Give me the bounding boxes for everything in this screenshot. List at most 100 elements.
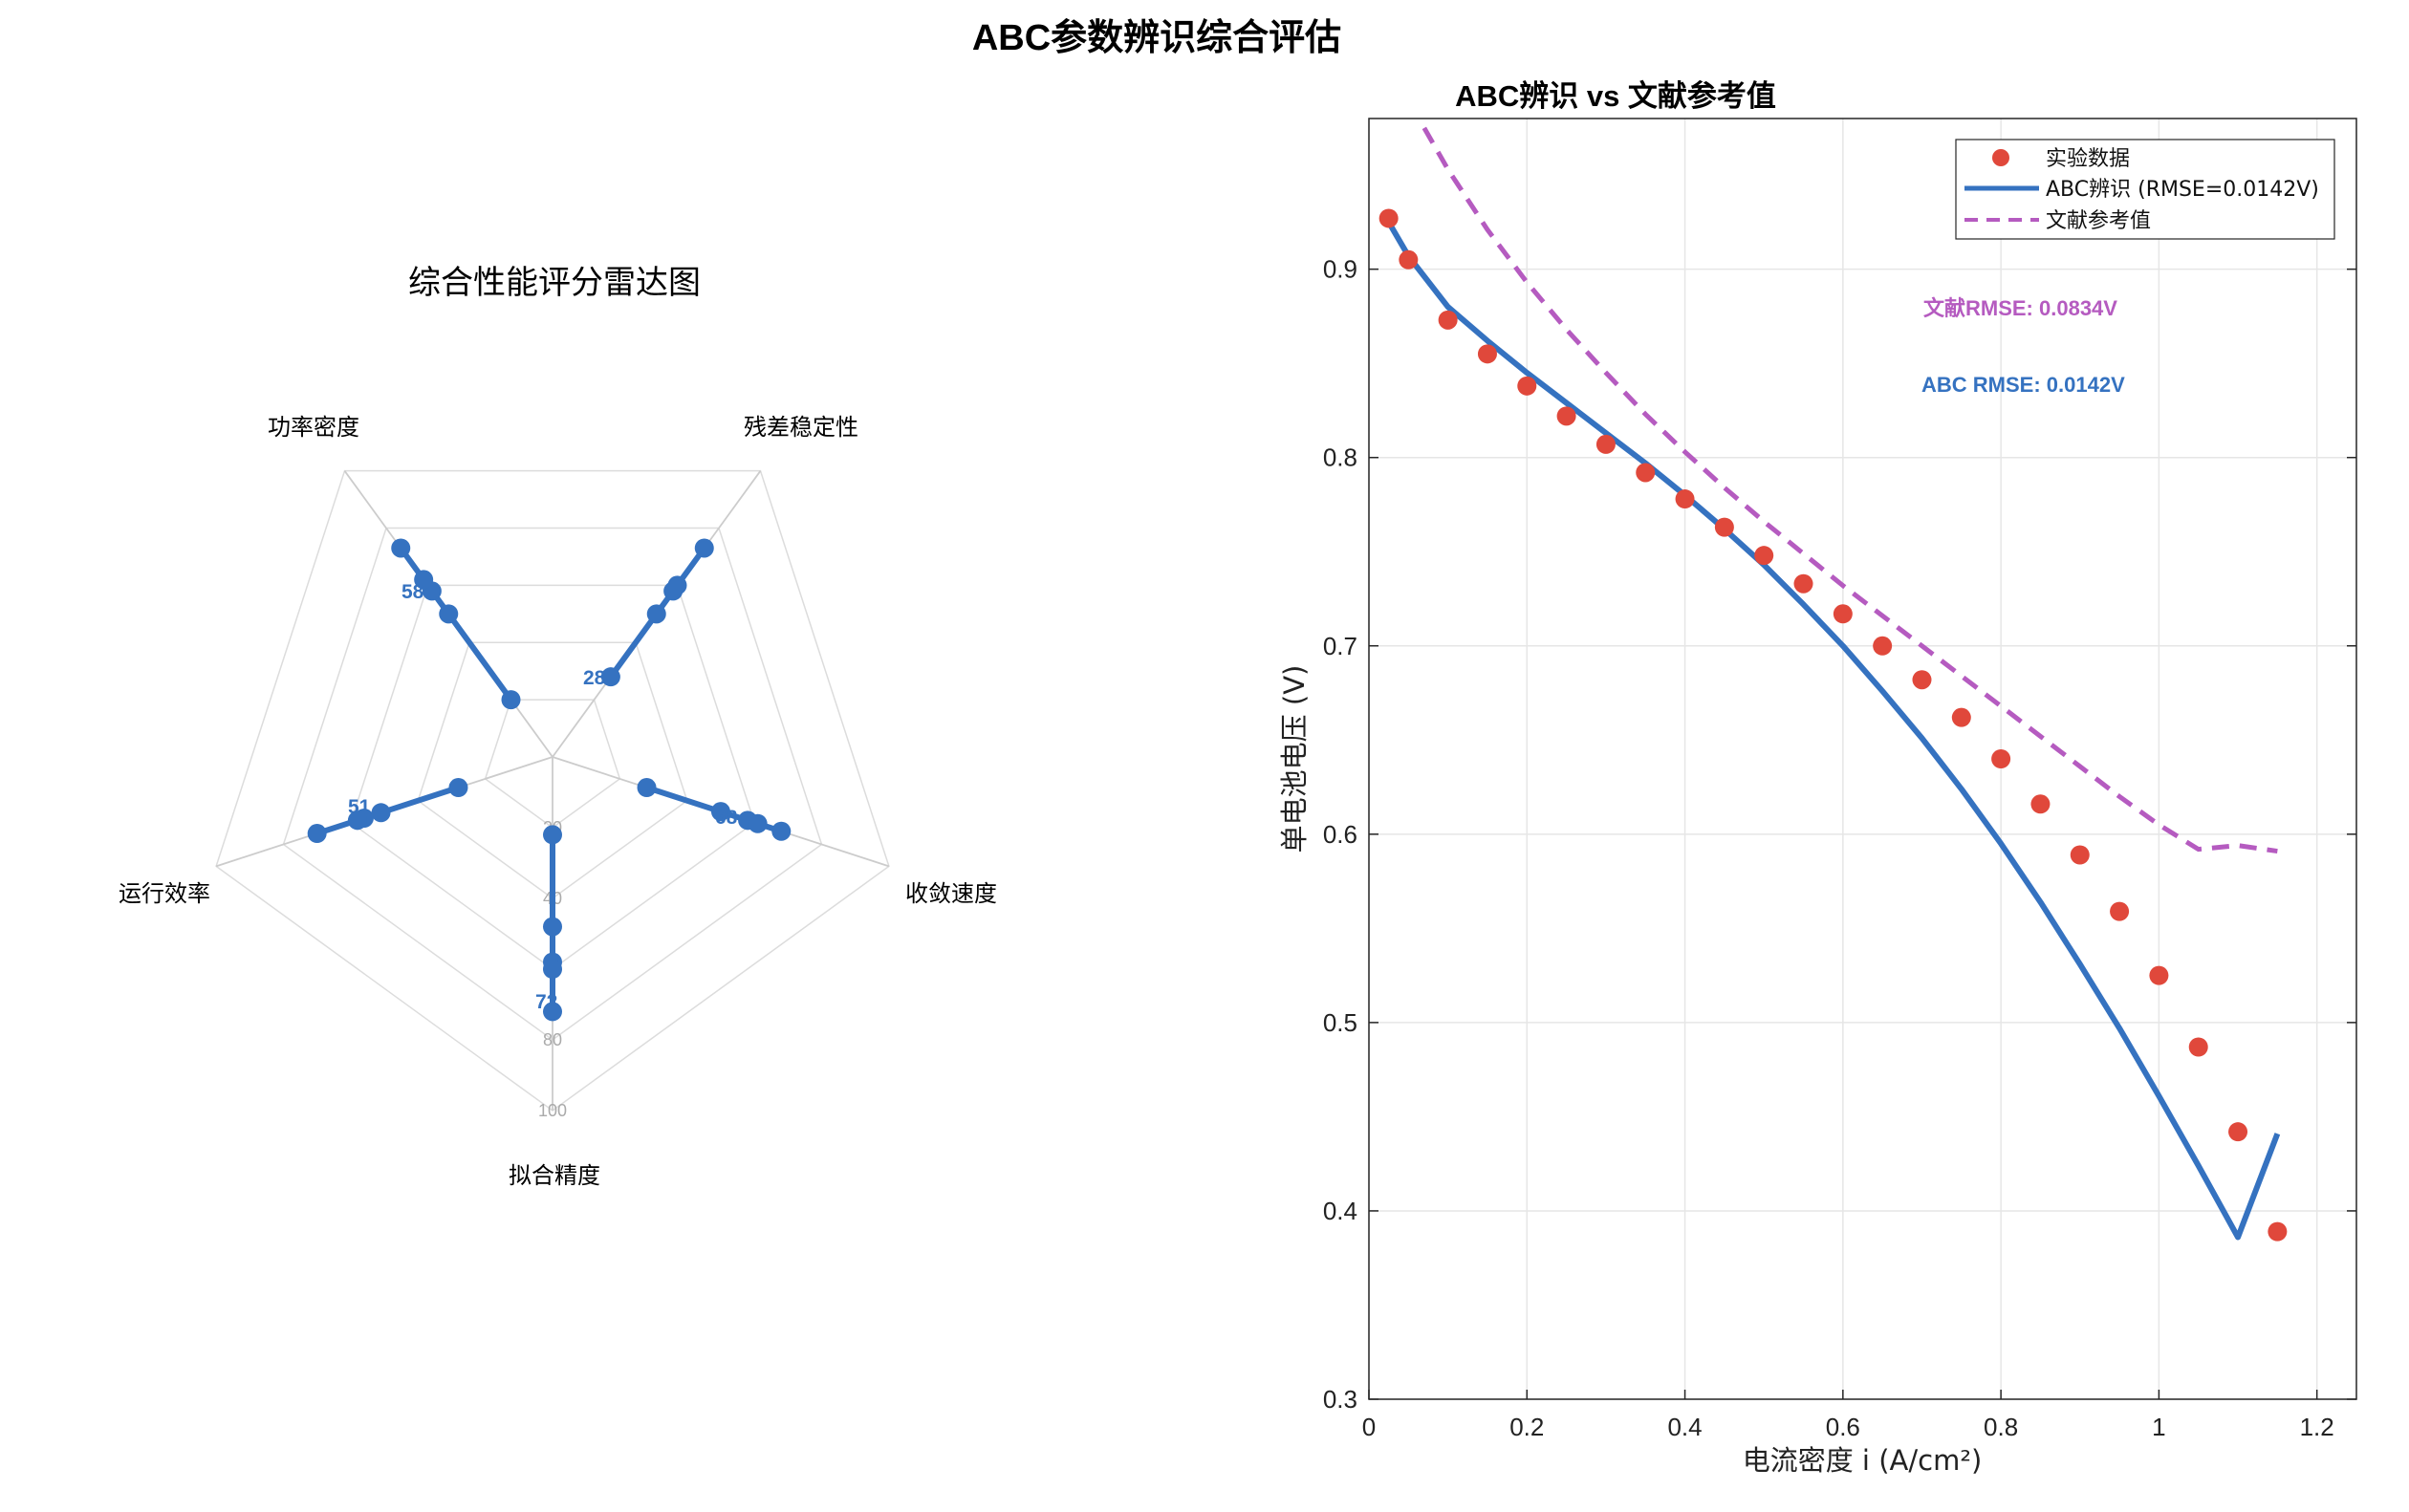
radar-axis-label: 运行效率 xyxy=(119,880,210,907)
legend: 实验数据 ABC辨识 (RMSE=0.0142V) 文献参考值 xyxy=(1955,139,2335,240)
x-axis-label: 电流密度 i (A/cm²) xyxy=(1743,1444,1983,1477)
radar-data-point xyxy=(667,575,687,595)
radar-data-point xyxy=(646,604,666,624)
vi-series xyxy=(1378,126,2288,1242)
radar-point-label: 28 xyxy=(583,667,606,689)
radar-data-point xyxy=(543,825,562,845)
radar-point-label: 68 xyxy=(715,807,738,829)
y-tick-label: 0.6 xyxy=(1323,820,1357,849)
x-tick-label: 1.2 xyxy=(2300,1413,2334,1441)
y-tick-label: 0.3 xyxy=(1323,1385,1357,1414)
radar-ring-tick: 100 xyxy=(538,1101,567,1120)
experiment-point xyxy=(2149,965,2169,985)
radar-data-point xyxy=(710,802,730,822)
legend-label-abc: ABC辨识 (RMSE=0.0142V) xyxy=(2046,178,2319,202)
experiment-point xyxy=(1912,670,1932,690)
y-axis-ticks: 0.3 0.4 0.5 0.6 0.7 0.8 0.9 xyxy=(1323,255,2356,1414)
radar-data-point xyxy=(543,917,562,937)
radar-ring xyxy=(349,584,756,970)
radar-data-point xyxy=(543,1002,562,1022)
experiment-point xyxy=(1991,749,2011,768)
experiment-point xyxy=(1595,434,1616,454)
radar-data-point xyxy=(501,690,521,710)
experiment-point xyxy=(1793,573,1813,594)
radar-ring xyxy=(215,469,890,1112)
experiment-point xyxy=(1378,208,1399,228)
literature-rmse-annotation: 文献RMSE: 0.0834V xyxy=(1923,296,2117,320)
experiment-point xyxy=(2228,1122,2248,1142)
x-tick-label: 0.4 xyxy=(1667,1413,1702,1441)
experiment-point xyxy=(2110,901,2130,921)
experiment-point xyxy=(1951,707,1971,727)
radar-ring xyxy=(282,527,823,1041)
legend-label-experiment: 实验数据 xyxy=(2046,147,2130,171)
radar-axis-label: 残差稳定性 xyxy=(744,414,858,441)
radar-ring-tick: 80 xyxy=(543,1030,562,1049)
radar-point-labels: 58 28 68 72 51 xyxy=(348,581,738,1013)
experiment-point xyxy=(1833,604,1853,624)
experiment-point xyxy=(1556,406,1576,426)
radar-ring xyxy=(484,699,621,829)
radar-data-point xyxy=(347,810,367,831)
abc-fit-line xyxy=(1386,220,2281,1241)
y-tick-label: 0.7 xyxy=(1323,632,1357,660)
radar-ring xyxy=(417,641,688,899)
radar-axis-label: 收敛速度 xyxy=(905,880,997,907)
y-tick-label: 0.4 xyxy=(1323,1197,1357,1225)
radar-point-label: 51 xyxy=(348,796,371,818)
radar-data-point xyxy=(600,667,620,687)
experiment-point xyxy=(1399,249,1419,270)
legend-label-reference: 文献参考值 xyxy=(2046,209,2151,233)
radar-data-point xyxy=(694,538,714,558)
radar-data-point xyxy=(371,803,391,823)
y-tick-label: 0.5 xyxy=(1323,1008,1357,1037)
radar-data-point xyxy=(543,960,562,979)
radar-axis-label: 功率密度 xyxy=(268,414,359,441)
experiment-point xyxy=(1477,344,1497,364)
radar-data-point xyxy=(448,778,468,798)
x-tick-label: 0 xyxy=(1362,1413,1376,1441)
x-axis-ticks: 0 0.2 0.4 0.6 0.8 1 1.2 xyxy=(1362,1390,2334,1441)
radar-title: 综合性能评分雷达图 xyxy=(408,264,701,302)
radar-data-point xyxy=(637,778,657,798)
experiment-point xyxy=(2188,1037,2208,1057)
experiment-point xyxy=(1754,546,1774,566)
radar-point-label: 72 xyxy=(535,991,557,1013)
legend-marker-experiment xyxy=(1992,149,2009,166)
radar-data-point xyxy=(414,570,434,590)
radar-series-lines xyxy=(315,546,783,1012)
radar-data-point xyxy=(307,824,327,844)
x-tick-label: 0.6 xyxy=(1826,1413,1860,1441)
figure-title: ABC参数辨识综合评估 xyxy=(972,18,1341,58)
radar-series-points xyxy=(307,538,792,1022)
x-tick-label: 1 xyxy=(2152,1413,2165,1441)
experiment-point xyxy=(1675,489,1695,509)
x-tick-label: 0.2 xyxy=(1509,1413,1544,1441)
reference-line xyxy=(1422,126,2278,854)
experiment-point xyxy=(2070,845,2090,865)
radar-data-point xyxy=(391,538,411,558)
experiment-point xyxy=(1873,636,1893,656)
experiment-point xyxy=(2030,794,2051,814)
experiment-point xyxy=(1438,310,1458,330)
experiment-point xyxy=(2268,1221,2288,1242)
x-tick-label: 0.8 xyxy=(1984,1413,2018,1441)
radar-point-label: 58 xyxy=(402,581,424,603)
radar-data-point xyxy=(771,821,792,841)
voltage-current-chart: ABC辨识 vs 文献参考值 0 0.2 0.4 0.6 0.8 1 1.2 0.30.40… xyxy=(1278,79,2357,1477)
experiment-point xyxy=(1714,517,1734,537)
radar-data-point xyxy=(439,604,459,624)
y-tick-label: 0.9 xyxy=(1323,255,1357,284)
y-tick-label: 0.8 xyxy=(1323,443,1357,472)
abc-rmse-annotation: ABC RMSE: 0.0142V xyxy=(1921,373,2125,397)
radar-data-point xyxy=(748,813,768,833)
radar-series-line xyxy=(398,546,513,702)
vi-chart-title: ABC辨识 vs 文献参考值 xyxy=(1455,79,1776,113)
plot-area xyxy=(1369,119,2356,1399)
radar-axis-label: 拟合精度 xyxy=(509,1162,600,1189)
experiment-point xyxy=(1636,463,1656,483)
experiment-point xyxy=(1517,376,1537,396)
